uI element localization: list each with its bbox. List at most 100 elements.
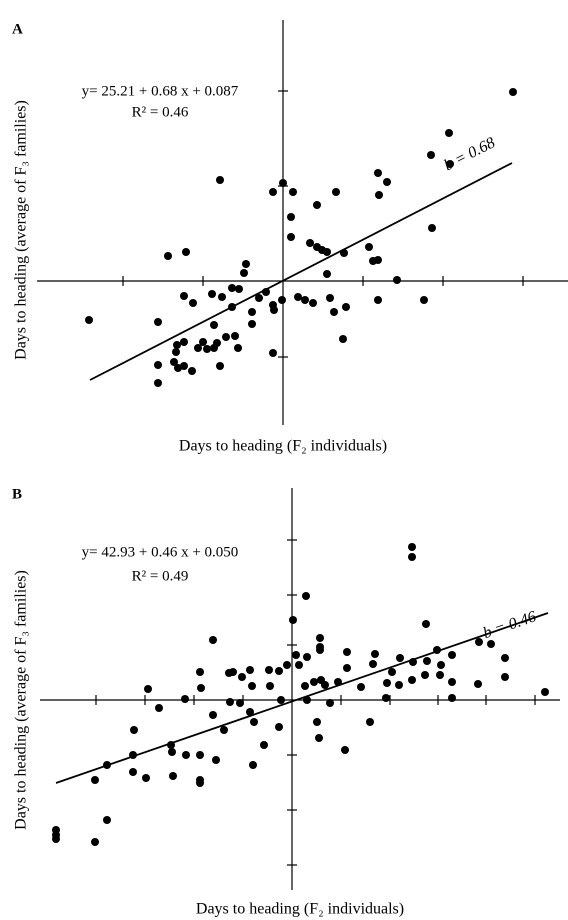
- point: [295, 661, 303, 669]
- point: [279, 179, 287, 187]
- point: [194, 344, 202, 352]
- point: [388, 668, 396, 676]
- point: [228, 303, 236, 311]
- panel-label: A: [12, 21, 23, 37]
- point: [287, 213, 295, 221]
- point: [277, 696, 285, 704]
- point: [130, 726, 138, 734]
- point: [196, 779, 204, 787]
- point: [340, 249, 348, 257]
- point: [210, 344, 218, 352]
- point: [326, 294, 334, 302]
- point: [172, 348, 180, 356]
- point: [226, 698, 234, 706]
- point: [255, 294, 263, 302]
- point: [278, 296, 286, 304]
- point: [408, 543, 416, 551]
- point: [173, 341, 181, 349]
- point: [209, 711, 217, 719]
- point: [248, 320, 256, 328]
- point: [423, 657, 431, 665]
- point: [445, 129, 453, 137]
- point: [509, 88, 517, 96]
- point: [216, 176, 224, 184]
- point: [196, 751, 204, 759]
- point: [301, 296, 309, 304]
- point: [142, 774, 150, 782]
- r-squared: R² = 0.49: [132, 568, 189, 584]
- point: [343, 648, 351, 656]
- point: [303, 653, 311, 661]
- point: [375, 191, 383, 199]
- point: [326, 699, 334, 707]
- point: [374, 296, 382, 304]
- equation: y= 25.21 + 0.68 x + 0.087: [82, 83, 239, 99]
- point: [154, 379, 162, 387]
- point: [374, 169, 382, 177]
- point: [357, 683, 365, 691]
- point: [180, 338, 188, 346]
- point: [427, 151, 435, 159]
- point: [448, 694, 456, 702]
- point: [369, 660, 377, 668]
- point: [422, 620, 430, 628]
- point: [446, 160, 454, 168]
- point: [428, 224, 436, 232]
- point: [342, 303, 350, 311]
- point: [339, 335, 347, 343]
- point: [448, 678, 456, 686]
- point: [315, 734, 323, 742]
- point: [222, 333, 230, 341]
- point: [301, 682, 309, 690]
- point: [541, 688, 549, 696]
- y-axis-label: Days to heading (average of F₃ families): [13, 100, 30, 360]
- point: [238, 673, 246, 681]
- point: [341, 746, 349, 754]
- point: [236, 699, 244, 707]
- point: [487, 640, 495, 648]
- point: [275, 667, 283, 675]
- trend-line: [55, 612, 549, 784]
- point: [164, 252, 172, 260]
- point: [321, 681, 329, 689]
- point: [408, 676, 416, 684]
- point: [242, 260, 250, 268]
- point: [269, 188, 277, 196]
- equation: y= 42.93 + 0.46 x + 0.050: [82, 544, 239, 560]
- point: [287, 233, 295, 241]
- point: [196, 668, 204, 676]
- panel-label: B: [12, 486, 22, 502]
- point: [220, 726, 228, 734]
- x-axis-label: Days to heading (F₂ individuals): [179, 438, 387, 455]
- point: [218, 293, 226, 301]
- point: [366, 718, 374, 726]
- point: [306, 239, 314, 247]
- point: [275, 723, 283, 731]
- point: [316, 646, 324, 654]
- point: [437, 661, 445, 669]
- point: [167, 741, 175, 749]
- point: [421, 671, 429, 679]
- point: [283, 661, 291, 669]
- point: [208, 290, 216, 298]
- point: [248, 308, 256, 316]
- point: [231, 332, 239, 340]
- point: [228, 284, 236, 292]
- point: [289, 616, 297, 624]
- point: [270, 306, 278, 314]
- point: [371, 650, 379, 658]
- point: [199, 338, 207, 346]
- point: [408, 553, 416, 561]
- point: [334, 678, 342, 686]
- point: [246, 708, 254, 716]
- point: [382, 694, 390, 702]
- point: [383, 679, 391, 687]
- point: [91, 776, 99, 784]
- point: [225, 669, 233, 677]
- point: [323, 270, 331, 278]
- r-squared: R² = 0.46: [132, 104, 189, 120]
- trend-line: [89, 162, 513, 381]
- point: [302, 592, 310, 600]
- point: [168, 748, 176, 756]
